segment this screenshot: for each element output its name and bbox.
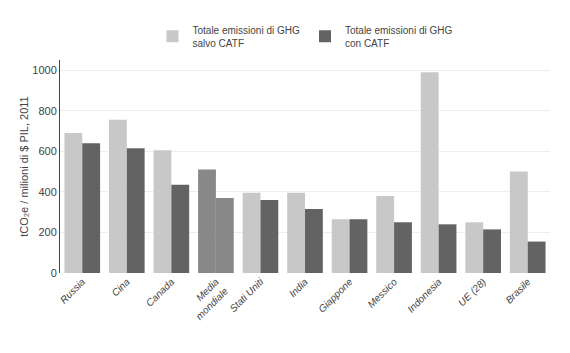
svg-text:1000: 1000 [32,64,56,76]
svg-text:Canada: Canada [144,276,177,309]
svg-text:India: India [287,276,310,299]
svg-text:Russia: Russia [58,276,88,306]
svg-text:Giappone: Giappone [316,276,355,315]
svg-text:800: 800 [38,105,56,117]
svg-text:400: 400 [38,186,56,198]
svg-text:Totale emissioni di GHGcon CAT: Totale emissioni di GHGcon CATF [345,25,452,49]
svg-text:Mediamondiale: Mediamondiale [184,276,230,322]
svg-text:Indonesia: Indonesia [405,276,444,315]
svg-text:Messico: Messico [365,276,399,310]
svg-text:600: 600 [38,145,56,157]
svg-text:200: 200 [38,226,56,238]
svg-text:Totale emissioni di GHGsalvo C: Totale emissioni di GHGsalvo CATF [193,25,300,49]
svg-text:Cina: Cina [109,276,132,299]
svg-text:Stati Uniti: Stati Uniti [227,276,266,315]
svg-text:tCO₂e / milioni di $ PIL, 2011: tCO₂e / milioni di $ PIL, 2011 [18,96,30,236]
svg-text:Brasile: Brasile [503,276,533,306]
svg-text:UE (28): UE (28) [456,276,488,308]
svg-text:0: 0 [51,267,57,279]
